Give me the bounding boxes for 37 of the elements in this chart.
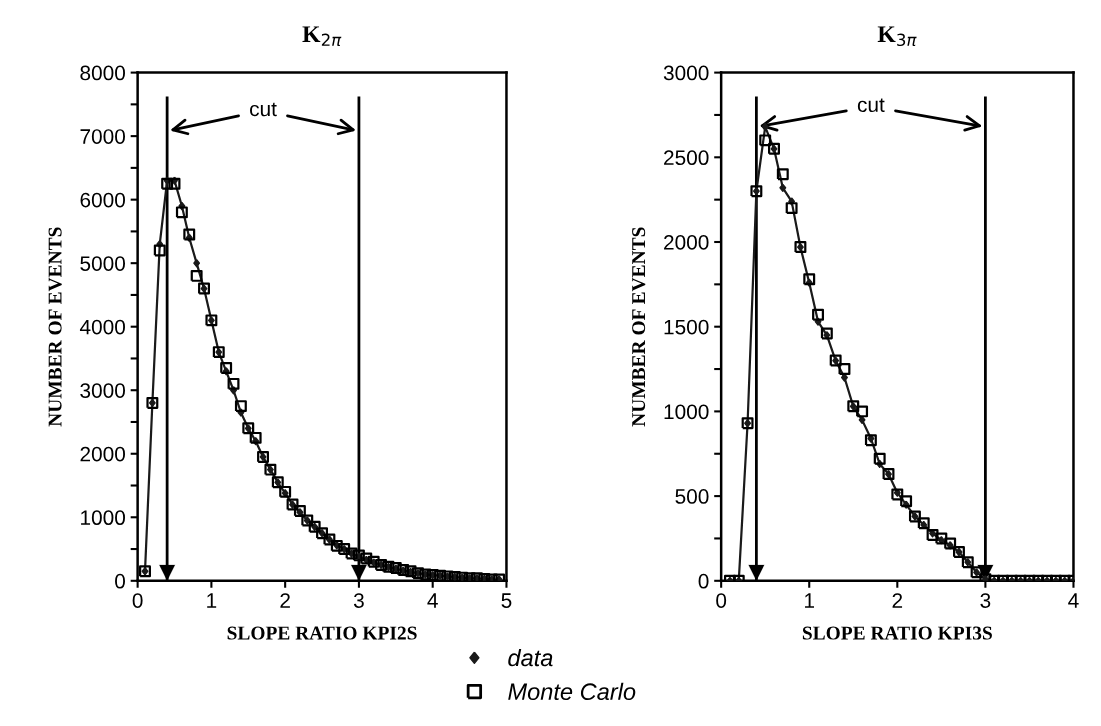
chart-title: K$_{2π}$ [302,26,342,47]
y-axis-title: NUMBER OF EVENTS [48,227,62,427]
y-tick-label: 1000 [664,404,709,420]
annotation: cut [250,102,277,117]
y-tick-label: 5000 [80,256,126,271]
y-axis-title: NUMBER OF EVENTS [632,227,646,427]
legend-label: data [508,648,553,667]
y-tick-label: 1500 [664,319,709,335]
x-tick-label: 1 [207,593,217,608]
legend-label: Monte Carlo [508,682,636,701]
x-tick-label: 4 [1068,593,1079,608]
y-tick-label: 3000 [663,65,709,81]
y-tick-label: 1000 [81,510,126,526]
x-tick-label: 5 [501,593,512,608]
y-tick-label: 0 [698,573,709,589]
x-axis-title: SLOPE RATIO KPI3S [802,626,992,640]
y-tick-label: 4000 [79,319,126,335]
y-tick-label: 2500 [664,150,709,166]
x-tick-label: 2 [280,593,290,608]
x-tick-label: 3 [353,593,364,608]
y-tick-label: 7000 [80,129,126,144]
x-tick-label: 3 [980,593,991,608]
annotation: cut [857,98,885,113]
chart-title: K$_{3π}$ [877,26,917,47]
y-tick-label: 2000 [664,235,709,250]
y-tick-label: 3000 [80,383,126,398]
x-tick-label: 4 [427,593,438,608]
x-tick-label: 2 [892,593,903,608]
x-tick-label: 1 [805,593,815,608]
x-tick-label: 0 [716,593,727,608]
y-tick-label: 6000 [80,192,126,208]
y-tick-label: 8000 [80,65,126,81]
y-tick-label: 500 [675,489,709,504]
x-tick-label: 0 [132,593,143,608]
y-tick-label: 0 [115,573,126,589]
y-tick-label: 2000 [80,446,126,462]
x-axis-title: SLOPE RATIO KPI2S [227,626,417,640]
